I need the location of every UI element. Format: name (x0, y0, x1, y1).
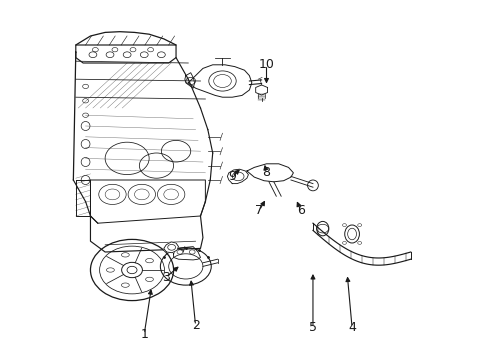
Text: 4: 4 (347, 321, 355, 334)
Text: 10: 10 (258, 58, 274, 71)
Text: 3: 3 (162, 271, 170, 284)
Polygon shape (163, 242, 178, 253)
Text: 2: 2 (191, 319, 199, 332)
Text: 1: 1 (140, 328, 148, 341)
Text: 8: 8 (262, 166, 270, 179)
Text: 7: 7 (255, 204, 263, 217)
Text: 5: 5 (308, 321, 316, 334)
Text: 6: 6 (296, 204, 304, 217)
Text: 9: 9 (228, 170, 236, 183)
